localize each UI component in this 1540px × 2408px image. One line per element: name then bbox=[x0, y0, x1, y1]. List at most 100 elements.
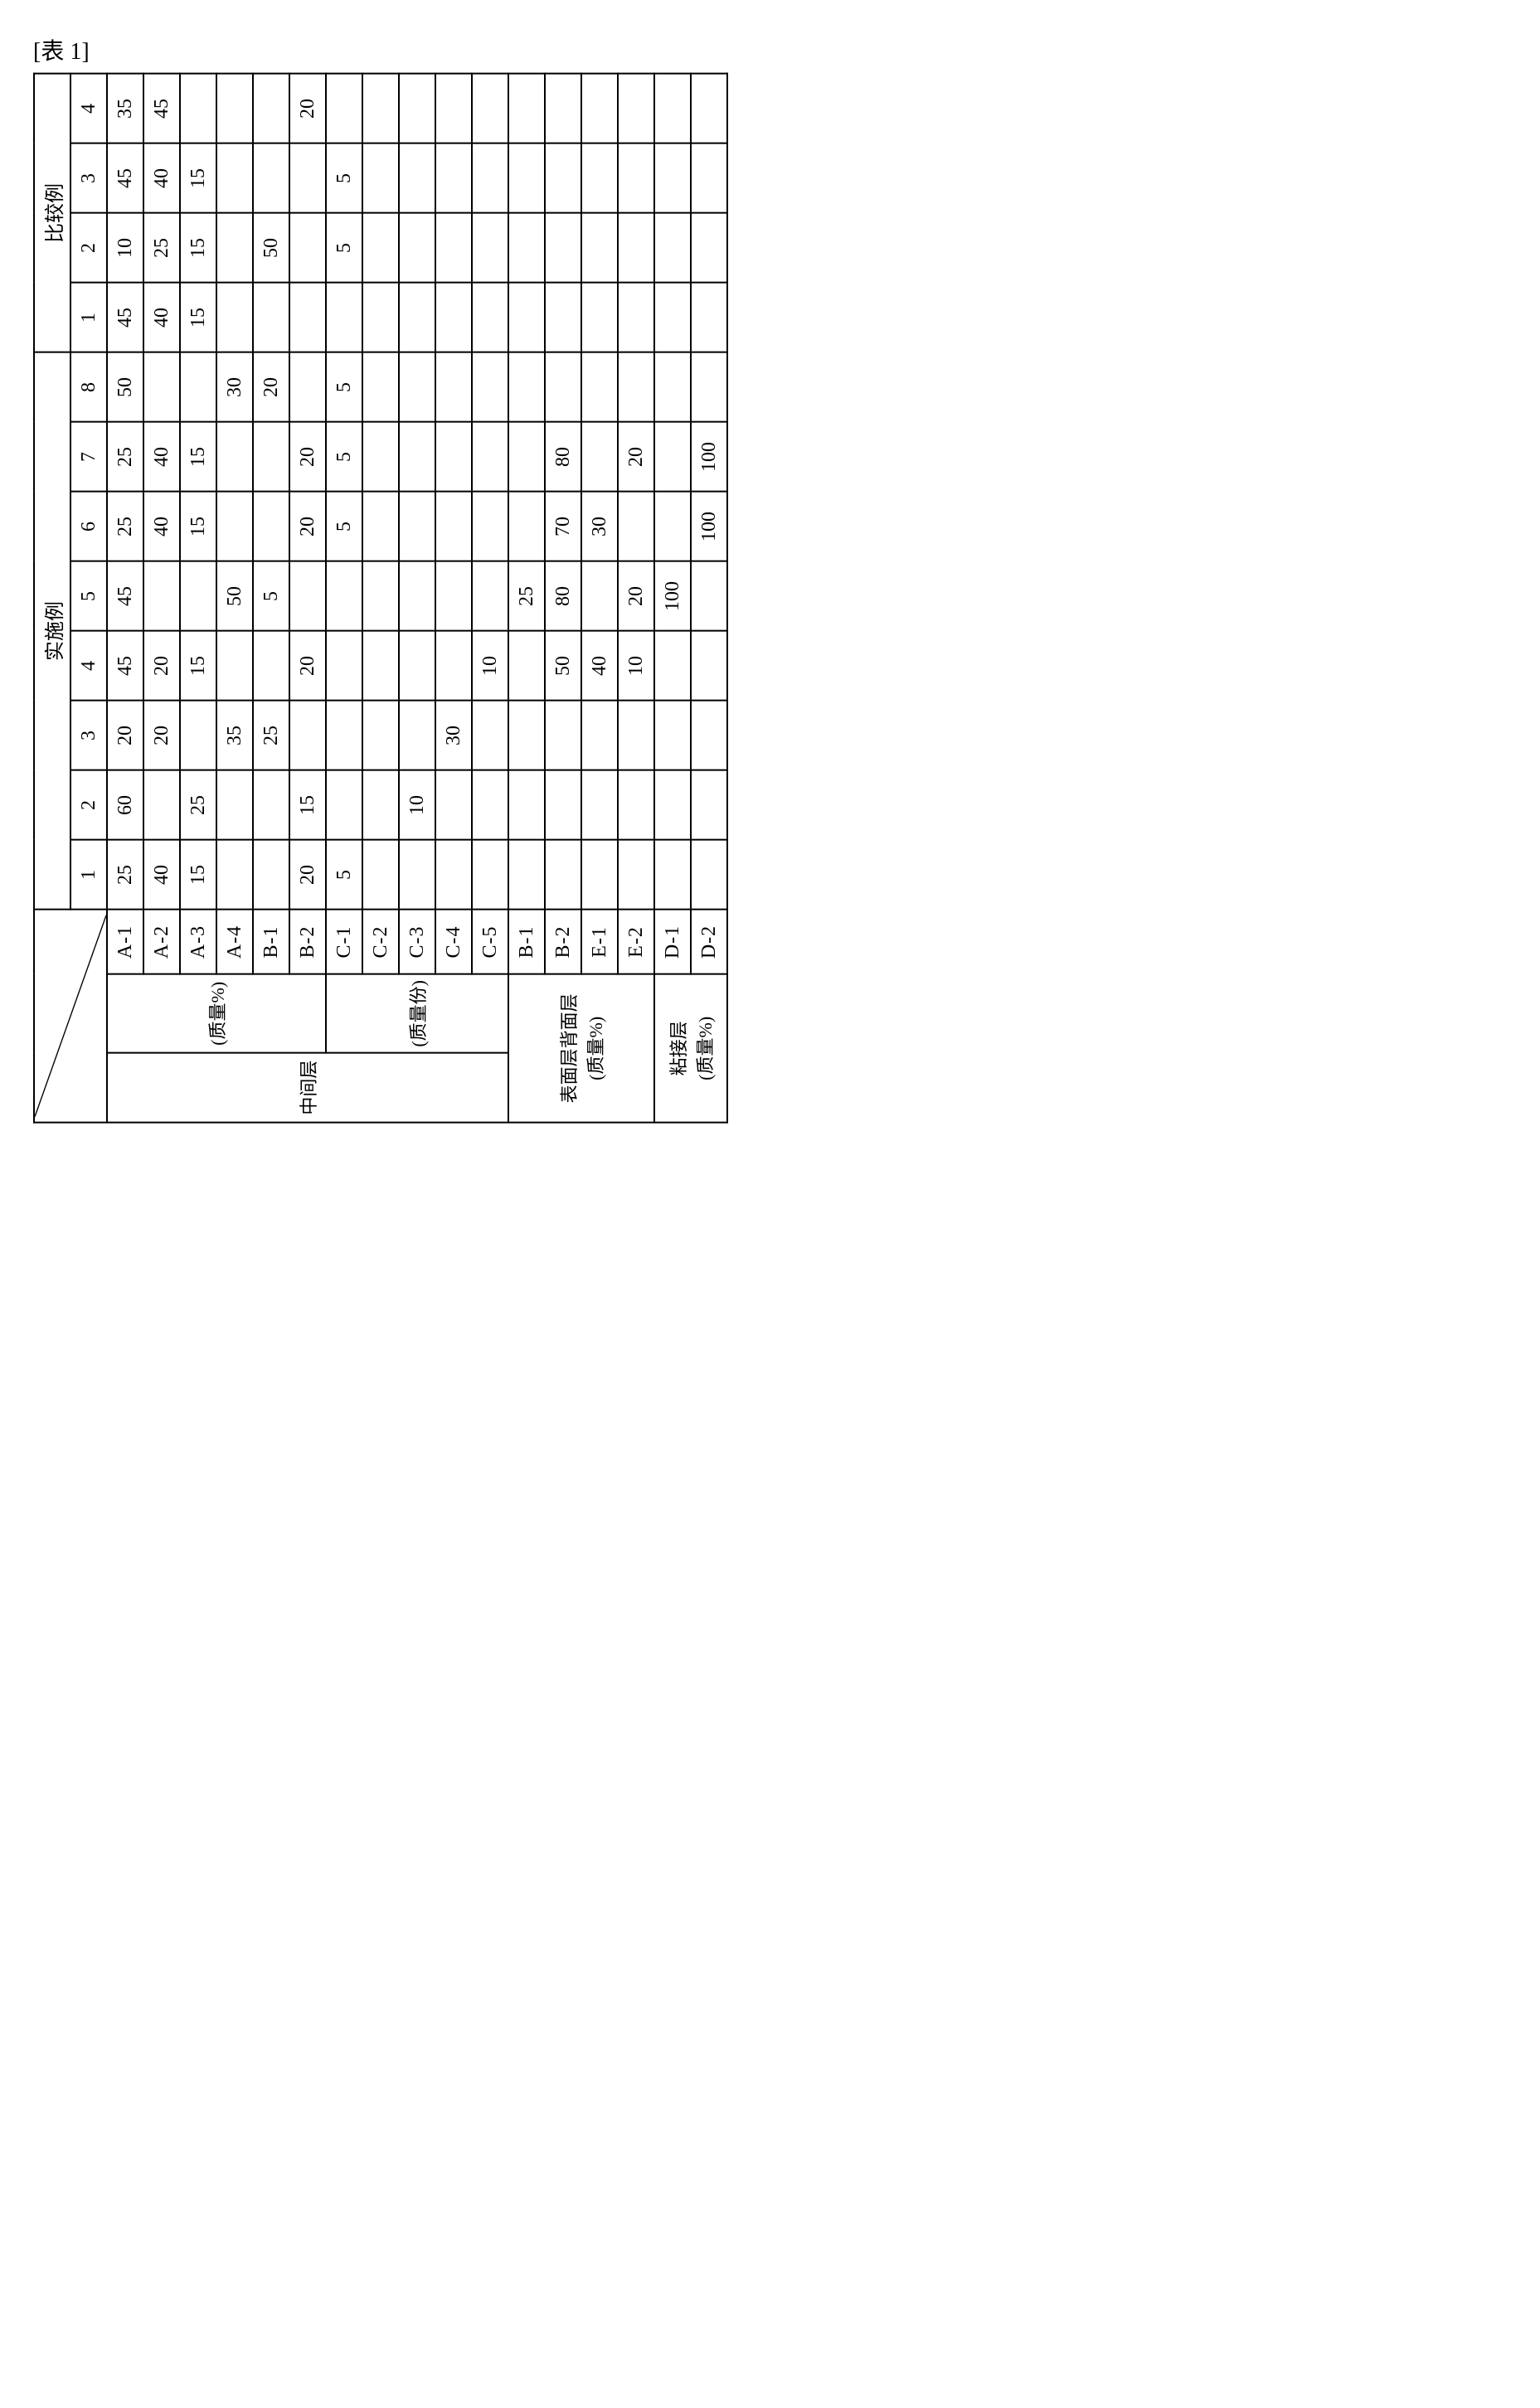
data-cell bbox=[362, 352, 399, 422]
data-cell: 15 bbox=[180, 213, 216, 283]
data-cell: 25 bbox=[107, 840, 143, 910]
data-cell bbox=[691, 561, 727, 631]
data-cell bbox=[545, 701, 581, 770]
data-cell: 20 bbox=[107, 701, 143, 770]
data-cell bbox=[508, 352, 545, 422]
data-cell bbox=[289, 213, 326, 283]
data-cell bbox=[654, 422, 691, 492]
data-cell bbox=[691, 770, 727, 840]
data-cell bbox=[435, 283, 472, 352]
data-cell bbox=[508, 213, 545, 283]
data-cell bbox=[399, 352, 435, 422]
data-cell bbox=[180, 561, 216, 631]
data-cell bbox=[143, 352, 180, 422]
table-row: E-2102020 bbox=[618, 74, 654, 1123]
data-cell bbox=[435, 352, 472, 422]
data-cell: 25 bbox=[508, 561, 545, 631]
data-cell bbox=[362, 422, 399, 492]
data-cell bbox=[435, 840, 472, 910]
data-cell bbox=[472, 770, 508, 840]
data-cell: 30 bbox=[581, 492, 618, 561]
data-cell bbox=[399, 492, 435, 561]
data-cell bbox=[399, 143, 435, 213]
data-cell bbox=[253, 840, 289, 910]
data-cell bbox=[362, 840, 399, 910]
data-cell: 20 bbox=[289, 74, 326, 143]
data-cell bbox=[691, 701, 727, 770]
data-cell: 20 bbox=[289, 422, 326, 492]
data-cell bbox=[399, 561, 435, 631]
data-cell bbox=[472, 840, 508, 910]
data-cell: 15 bbox=[180, 631, 216, 701]
data-cell bbox=[545, 352, 581, 422]
data-cell bbox=[253, 492, 289, 561]
data-table: 实施例比较例123456781234中间层(质量%)A-125602045452… bbox=[33, 73, 728, 1124]
data-cell bbox=[691, 352, 727, 422]
table-row: C-510 bbox=[472, 74, 508, 1123]
data-cell: 40 bbox=[581, 631, 618, 701]
data-cell bbox=[399, 283, 435, 352]
data-cell bbox=[362, 770, 399, 840]
data-cell bbox=[508, 283, 545, 352]
data-cell bbox=[253, 283, 289, 352]
table-row: C-310 bbox=[399, 74, 435, 1123]
data-cell bbox=[362, 701, 399, 770]
table-row: (质量份)C-1555555 bbox=[326, 74, 362, 1123]
data-cell bbox=[216, 213, 253, 283]
data-cell bbox=[472, 143, 508, 213]
data-cell bbox=[435, 631, 472, 701]
data-cell: 50 bbox=[107, 352, 143, 422]
data-cell bbox=[691, 840, 727, 910]
data-cell bbox=[472, 701, 508, 770]
data-cell: 80 bbox=[545, 561, 581, 631]
data-cell: 5 bbox=[326, 422, 362, 492]
col-cmp-2: 2 bbox=[70, 213, 107, 283]
data-cell bbox=[472, 283, 508, 352]
data-cell: 100 bbox=[691, 422, 727, 492]
data-cell bbox=[691, 283, 727, 352]
data-cell: 20 bbox=[253, 352, 289, 422]
data-cell bbox=[581, 213, 618, 283]
data-cell bbox=[618, 74, 654, 143]
data-cell bbox=[216, 840, 253, 910]
data-cell bbox=[362, 213, 399, 283]
data-cell bbox=[508, 701, 545, 770]
data-cell bbox=[326, 283, 362, 352]
data-cell bbox=[435, 422, 472, 492]
table-row: A-4355030 bbox=[216, 74, 253, 1123]
col-cmp-1: 1 bbox=[70, 283, 107, 352]
data-cell bbox=[581, 283, 618, 352]
data-cell bbox=[399, 213, 435, 283]
data-cell: 70 bbox=[545, 492, 581, 561]
data-cell: 20 bbox=[289, 631, 326, 701]
data-cell bbox=[654, 492, 691, 561]
data-cell bbox=[618, 352, 654, 422]
data-cell bbox=[581, 770, 618, 840]
row-code: B-2 bbox=[545, 910, 581, 974]
data-cell bbox=[435, 213, 472, 283]
data-cell bbox=[216, 422, 253, 492]
data-cell bbox=[435, 561, 472, 631]
data-cell: 5 bbox=[326, 213, 362, 283]
data-cell bbox=[289, 352, 326, 422]
group-label: 粘接层(质量%) bbox=[654, 974, 727, 1123]
data-cell bbox=[508, 74, 545, 143]
row-code: C-2 bbox=[362, 910, 399, 974]
row-code: A-2 bbox=[143, 910, 180, 974]
data-cell: 15 bbox=[180, 840, 216, 910]
data-cell bbox=[216, 770, 253, 840]
table-row: B-250807080 bbox=[545, 74, 581, 1123]
data-cell bbox=[654, 352, 691, 422]
data-cell bbox=[326, 561, 362, 631]
table-row: B-2201520202020 bbox=[289, 74, 326, 1123]
row-code: C-1 bbox=[326, 910, 362, 974]
data-cell bbox=[216, 492, 253, 561]
data-cell bbox=[545, 283, 581, 352]
data-cell bbox=[399, 631, 435, 701]
subgroup-label: (质量%) bbox=[107, 974, 326, 1053]
data-cell bbox=[508, 143, 545, 213]
data-cell bbox=[654, 701, 691, 770]
data-cell: 10 bbox=[618, 631, 654, 701]
col-ex-2: 2 bbox=[70, 770, 107, 840]
data-cell: 5 bbox=[326, 352, 362, 422]
